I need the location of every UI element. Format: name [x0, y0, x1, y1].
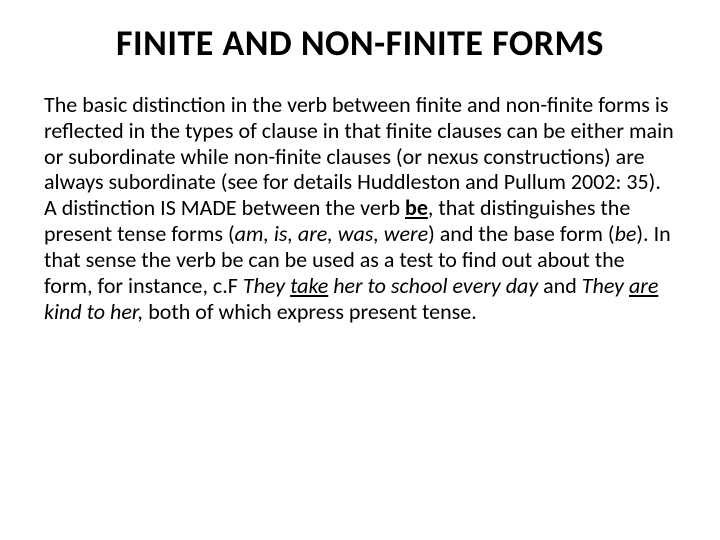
p2-be1: be: [405, 194, 428, 221]
p2-ex2c: kind to her,: [44, 298, 148, 325]
paragraph-1: The basic distinction in the verb betwee…: [44, 92, 676, 196]
slide: FINITE AND NON-FINITE FORMS The basic di…: [0, 0, 720, 540]
p2-c: ) and the base form (: [428, 220, 614, 247]
body-text: The basic distinction in the verb betwee…: [44, 92, 676, 326]
p2-tenses: am, is, are, was, were: [235, 220, 428, 247]
p2-e: and: [538, 272, 582, 299]
p2-ex1b: take: [290, 272, 328, 299]
paragraph-2: A distinction IS MADE between the verb b…: [44, 195, 676, 325]
p1-text: The basic distinction in the verb betwee…: [44, 91, 674, 196]
p2-be2: be: [615, 220, 637, 247]
slide-title: FINITE AND NON-FINITE FORMS: [44, 24, 676, 64]
p2-f: both of which express present tense.: [148, 298, 477, 325]
p2-ex2b: are: [629, 272, 658, 299]
p2-ex2a: They: [582, 272, 629, 299]
p2-a: A distinction IS MADE between the verb: [44, 194, 405, 221]
p2-ex1a: They: [243, 272, 290, 299]
p2-ex1c: her to school every day: [328, 272, 538, 299]
